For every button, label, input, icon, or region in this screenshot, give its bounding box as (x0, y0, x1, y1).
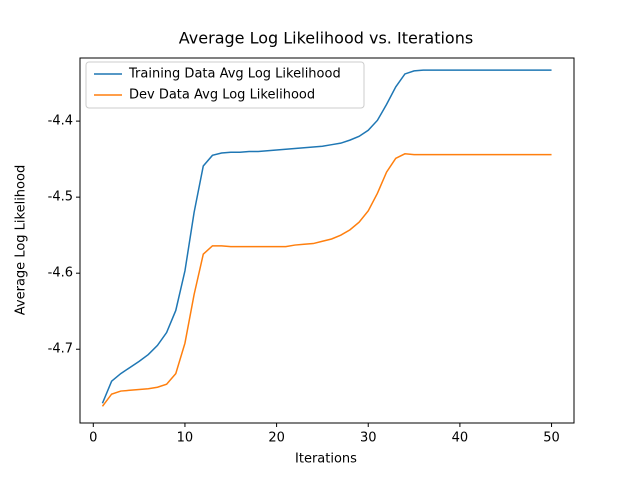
y-tick-label: -4.6 (48, 266, 73, 281)
x-tick-label: 0 (89, 431, 97, 446)
y-tick-label: -4.7 (48, 342, 73, 357)
plot-frame (79, 57, 575, 424)
chart-title: Average Log Likelihood vs. Iterations (179, 29, 473, 48)
x-axis-label: Iterations (295, 452, 357, 467)
x-tick-label: 50 (543, 431, 560, 446)
x-tick-label: 20 (268, 431, 285, 446)
x-tick-label: 30 (360, 431, 377, 446)
data-line (101, 69, 552, 404)
y-tick-label: -4.4 (48, 114, 73, 129)
y-axis-label: Average Log Likelihood (14, 165, 29, 315)
data-line (101, 153, 552, 407)
y-tick-label: -4.5 (48, 190, 73, 205)
x-tick-label: 10 (177, 431, 194, 446)
legend-label: Dev Data Avg Log Likelihood (129, 88, 315, 103)
x-tick-label: 40 (452, 431, 469, 446)
legend-label: Training Data Avg Log Likelihood (128, 67, 341, 82)
legend-box (85, 61, 365, 109)
